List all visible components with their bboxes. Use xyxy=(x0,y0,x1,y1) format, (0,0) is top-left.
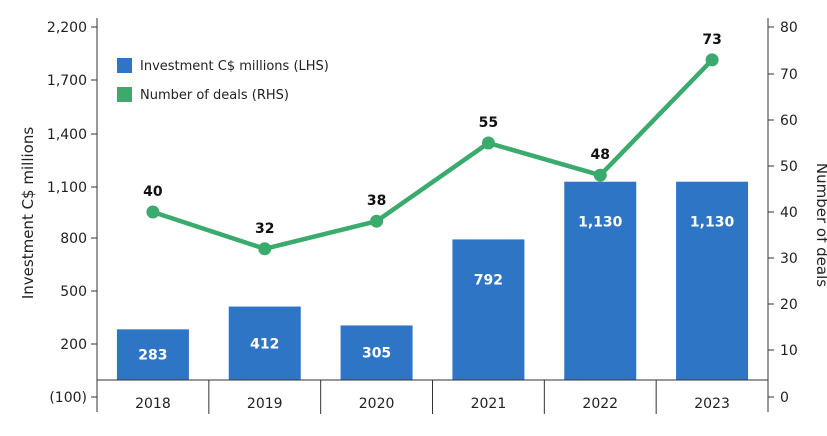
left-tick-label: 1,400 xyxy=(47,127,87,143)
right-tick-label: 10 xyxy=(780,343,798,359)
bar-value-label: 305 xyxy=(362,346,391,362)
deals-value-label: 55 xyxy=(479,115,498,131)
bar-value-label: 412 xyxy=(250,336,279,352)
left-tick-label: 1,700 xyxy=(47,73,87,89)
category-label: 2022 xyxy=(582,396,618,412)
right-axis-title: Number of deals xyxy=(813,163,827,287)
left-tick-label: 1,100 xyxy=(47,180,87,196)
bar-value-label: 283 xyxy=(138,348,167,364)
deals-value-label: 73 xyxy=(702,32,721,48)
deals-point-2018 xyxy=(146,205,160,219)
right-tick-label: 80 xyxy=(780,20,798,36)
legend-label-deals: Number of deals (RHS) xyxy=(140,88,289,103)
bar-2019 xyxy=(228,306,301,380)
right-tick-label: 70 xyxy=(780,67,798,83)
legend-label-investment: Investment C$ millions (LHS) xyxy=(140,59,329,74)
left-tick-label: 500 xyxy=(60,284,87,300)
deals-point-2021 xyxy=(481,136,495,150)
bar-2022 xyxy=(564,181,637,380)
category-label: 2023 xyxy=(694,396,730,412)
deals-value-label: 48 xyxy=(591,147,610,163)
right-tick-label: 40 xyxy=(780,205,798,221)
bar-2018 xyxy=(116,329,189,380)
left-tick-label: 2,200 xyxy=(47,20,87,36)
bar-2021 xyxy=(452,239,525,380)
left-tick-label: 200 xyxy=(60,337,87,353)
right-tick-label: 60 xyxy=(780,113,798,129)
category-label: 2019 xyxy=(247,396,283,412)
category-label: 2018 xyxy=(135,396,171,412)
left-axis-title: Investment C$ millions xyxy=(19,127,37,299)
bar-2023 xyxy=(676,181,749,380)
left-tick-label: (100) xyxy=(49,390,87,406)
deals-value-label: 38 xyxy=(367,193,386,209)
deals-value-label: 32 xyxy=(255,221,274,237)
bar-value-label: 1,130 xyxy=(690,215,735,231)
bar-value-label: 792 xyxy=(474,272,503,288)
deals-point-2023 xyxy=(705,53,719,67)
right-tick-label: 20 xyxy=(780,297,798,313)
deals-point-2022 xyxy=(593,168,607,182)
bar-2020 xyxy=(340,325,413,380)
legend-swatch-deals xyxy=(117,87,132,102)
right-tick-label: 30 xyxy=(780,251,798,267)
deals-line xyxy=(152,58,714,252)
category-label: 2020 xyxy=(359,396,395,412)
deals-point-2019 xyxy=(258,242,272,256)
deals-point-2020 xyxy=(370,214,384,228)
legend-swatch-investment xyxy=(117,58,132,73)
left-tick-label: 800 xyxy=(60,231,87,247)
bar-value-label: 1,130 xyxy=(578,215,623,231)
right-tick-label: 0 xyxy=(780,390,789,406)
right-tick-label: 50 xyxy=(780,159,798,175)
category-label: 2021 xyxy=(471,396,507,412)
deals-value-label: 40 xyxy=(143,184,163,200)
